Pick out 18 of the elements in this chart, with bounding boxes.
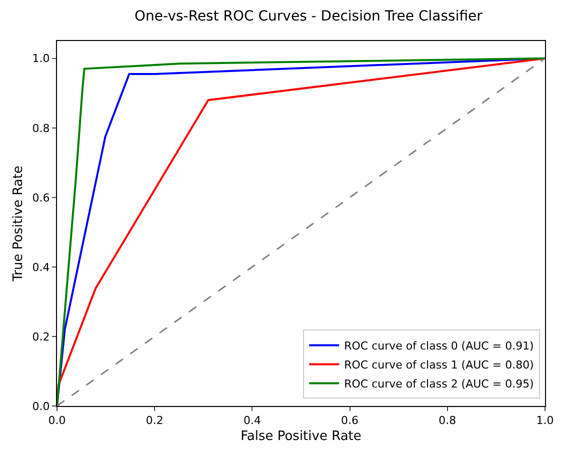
chart-title: One-vs-Rest ROC Curves - Decision Tree Classifier [134,8,483,25]
x-tick-label: 0.0 [48,414,66,428]
x-tick-label: 1.0 [536,414,554,428]
legend-label: ROC curve of class 0 (AUC = 0.91) [344,339,534,352]
y-tick-label: 0.4 [32,260,50,274]
legend-label: ROC curve of class 1 (AUC = 0.80) [344,358,534,372]
x-axis-title: False Positive Rate [240,428,362,444]
y-tick-label: 0.8 [32,122,50,135]
x-tick-label: 0.4 [243,414,261,428]
y-tick-label: 0.6 [32,191,50,204]
x-tick-label: 0.8 [438,414,456,428]
y-tick-label: 1.0 [32,52,50,66]
y-tick-label: 0.2 [32,330,50,344]
y-tick-label: 0.0 [32,400,50,413]
y-axis-title: True Positive Rate [11,166,26,282]
x-tick-label: 0.6 [341,414,359,428]
x-tick-label: 0.2 [146,414,164,428]
legend-label: ROC curve of class 2 (AUC = 0.95) [344,377,534,390]
